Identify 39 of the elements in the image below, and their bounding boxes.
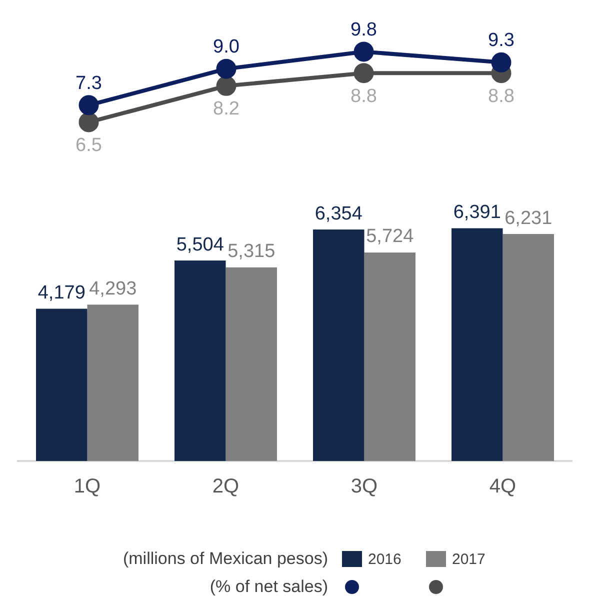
data-label: 9.0 — [213, 36, 240, 58]
point — [354, 42, 374, 62]
data-label: 8.8 — [488, 86, 514, 107]
data-label: 6.5 — [76, 134, 102, 156]
data-label: 8.8 — [350, 86, 377, 107]
bar — [452, 228, 503, 461]
data-label: 6,391 — [453, 202, 501, 223]
data-label: 5,504 — [176, 234, 224, 256]
data-label: 4,293 — [89, 278, 137, 300]
bar — [36, 308, 88, 461]
legend-label: 2016 — [367, 550, 402, 568]
legend-label: 2017 — [451, 550, 486, 568]
point — [491, 52, 512, 72]
bar — [364, 252, 416, 461]
data-label: 6,354 — [314, 203, 363, 224]
bar — [313, 230, 364, 461]
point — [216, 58, 236, 79]
bar — [87, 304, 138, 461]
data-label: 5,315 — [228, 241, 276, 262]
data-label: 7.3 — [76, 72, 102, 94]
point — [78, 95, 99, 116]
legend-title: (% of net sales) — [208, 577, 328, 597]
point — [354, 63, 374, 84]
x-tick-label: 3Q — [350, 476, 378, 498]
data-label: 9.3 — [488, 30, 514, 52]
bar — [174, 260, 226, 461]
data-label: 9.8 — [350, 19, 377, 40]
bar — [502, 234, 554, 461]
data-label: 4,179 — [38, 282, 86, 304]
bar — [226, 267, 277, 461]
x-tick-label: 2Q — [212, 476, 240, 498]
x-tick-label: 1Q — [74, 476, 101, 498]
point — [216, 76, 236, 96]
data-label: 8.2 — [213, 98, 240, 120]
data-label: 6,231 — [504, 208, 552, 229]
x-tick-label: 4Q — [489, 476, 516, 498]
data-label: 5,724 — [366, 226, 414, 248]
legend-title: (millions of Mexican pesos) — [122, 549, 328, 569]
point — [78, 112, 99, 132]
